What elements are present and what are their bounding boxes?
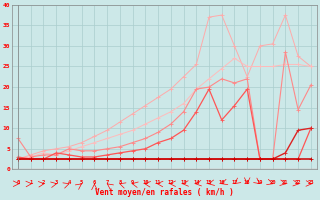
X-axis label: Vent moyen/en rafales ( km/h ): Vent moyen/en rafales ( km/h ) (95, 188, 234, 197)
